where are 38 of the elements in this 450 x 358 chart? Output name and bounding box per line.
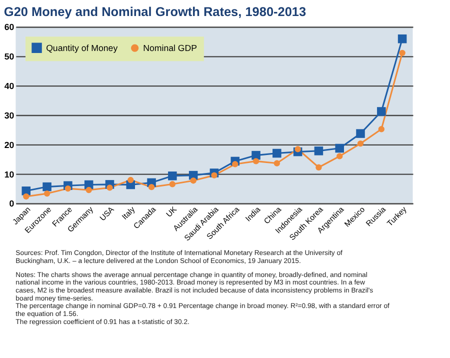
- point: [211, 172, 218, 178]
- point: [272, 148, 282, 158]
- chart-title: G20 Money and Nominal Growth Rates, 1980-2013: [4, 4, 306, 19]
- point: [86, 186, 92, 194]
- point: [168, 172, 177, 180]
- y-tick-label: 60: [4, 22, 14, 32]
- point: [294, 146, 301, 152]
- point: [252, 158, 260, 164]
- point: [378, 126, 384, 132]
- point: [336, 153, 343, 160]
- y-tick-label: 40: [4, 81, 14, 92]
- point: [398, 34, 407, 44]
- point: [316, 164, 322, 170]
- point: [148, 184, 155, 190]
- point: [106, 184, 113, 191]
- point: [252, 150, 260, 160]
- point: [232, 161, 238, 168]
- point: [64, 185, 72, 192]
- point: [356, 129, 365, 138]
- point: [399, 50, 406, 56]
- point: [23, 193, 30, 200]
- y-tick-label: 10: [4, 169, 14, 180]
- y-tick-label: 20: [4, 140, 14, 150]
- point: [274, 160, 280, 166]
- point: [128, 176, 134, 184]
- y-tick-label: 50: [4, 52, 14, 62]
- point: [335, 144, 344, 153]
- point: [357, 140, 364, 147]
- y-tick-label: 30: [4, 110, 14, 120]
- point: [44, 190, 50, 197]
- y-tick-label: 0: [9, 198, 14, 209]
- point: [377, 107, 386, 116]
- legend-label: Nominal GDP: [143, 42, 198, 53]
- point: [42, 182, 52, 192]
- legend-label: Quantity of Money: [46, 42, 118, 53]
- point: [190, 178, 196, 184]
- point: [314, 146, 324, 156]
- point: [169, 181, 176, 188]
